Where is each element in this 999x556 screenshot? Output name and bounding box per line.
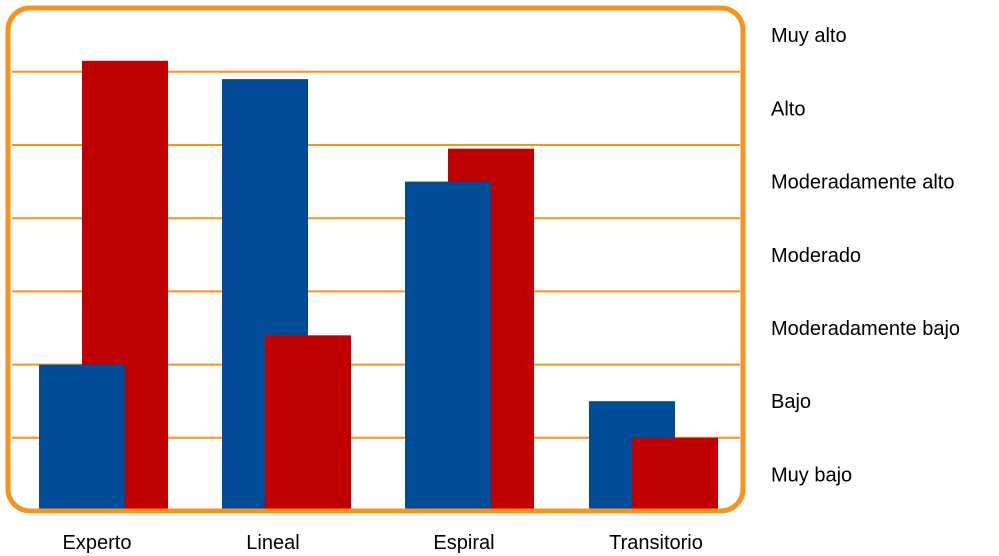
level-label: Muy bajo (771, 464, 852, 486)
category-label-transitorio: Transitorio (609, 532, 703, 554)
chart-frame (5, 5, 746, 514)
category-label-espiral: Espiral (433, 532, 494, 554)
bar-lineal-series-2 (265, 335, 351, 511)
level-label: Alto (771, 98, 805, 120)
level-label: Muy alto (771, 25, 847, 47)
level-label: Moderadamente alto (771, 172, 954, 194)
level-label: Moderadamente bajo (771, 318, 960, 340)
bar-transitorio-series-2 (632, 437, 718, 511)
bar-experto-series-1 (39, 364, 125, 511)
level-labels: Muy bajo Bajo Moderadamente bajo Moderado Mo… (771, 25, 960, 486)
category-label-experto: Experto (63, 532, 132, 554)
bars (39, 60, 718, 512)
level-label: Moderado (771, 245, 861, 267)
category-labels: Experto Lineal Espiral Transitorio (63, 532, 703, 554)
category-label-lineal: Lineal (246, 532, 299, 554)
bar-espiral-series-1 (405, 181, 491, 511)
level-label: Bajo (771, 391, 811, 413)
